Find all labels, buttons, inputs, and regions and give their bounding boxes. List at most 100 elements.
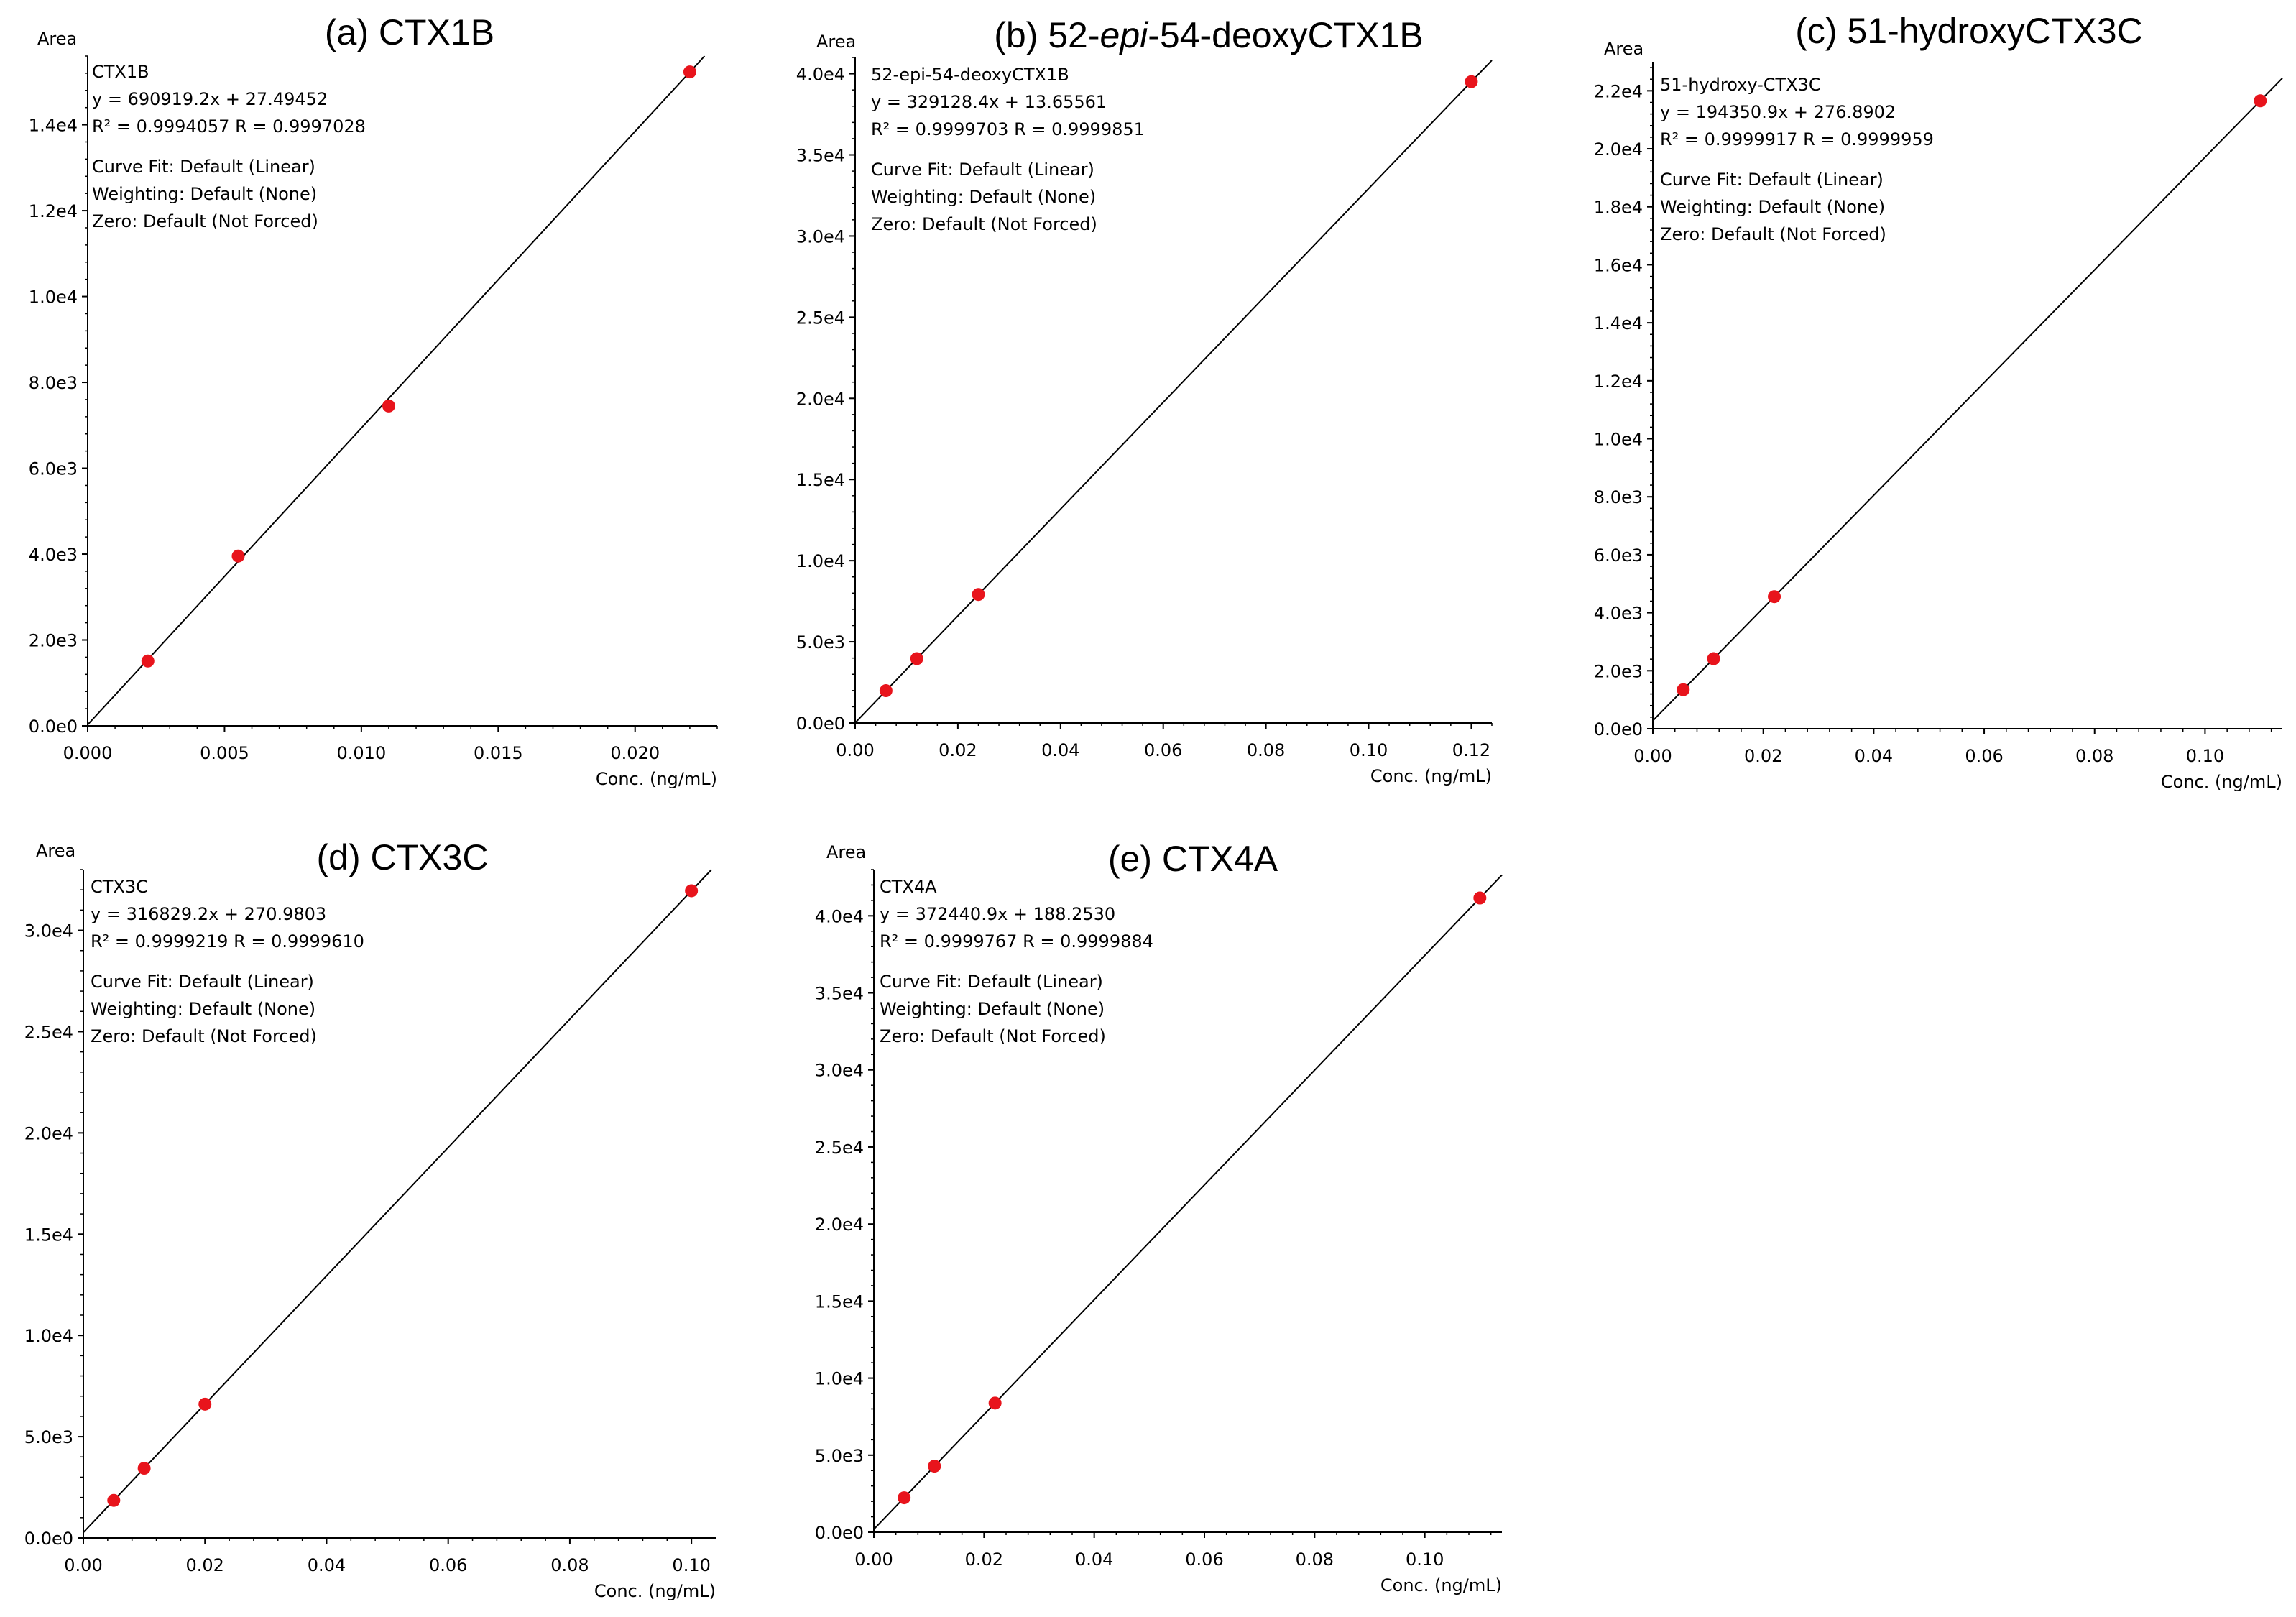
- y-tick-label: 4.0e3: [29, 545, 78, 565]
- chart-title-text: CTX3C: [371, 837, 489, 877]
- x-tick-label: 0.04: [308, 1555, 346, 1575]
- chart-title: (a) CTX1B: [325, 12, 494, 52]
- x-tick-label: 0.06: [1185, 1549, 1223, 1570]
- annotation-line: 52-epi-54-deoxyCTX1B: [871, 65, 1069, 85]
- regression-line: [854, 60, 1493, 724]
- y-tick-label: 1.0e4: [796, 551, 845, 571]
- annotation-line: 51-hydroxy-CTX3C: [1660, 75, 1821, 95]
- y-tick-label: 3.5e4: [796, 146, 845, 166]
- annotation-line: Zero: Default (Not Forced): [91, 1026, 317, 1046]
- x-tick-label: 0.08: [1296, 1549, 1334, 1570]
- x-axis-label: Conc. (ng/mL): [594, 1581, 716, 1601]
- y-tick-label: 1.2e4: [29, 201, 78, 221]
- y-tick-label: 2.0e3: [29, 631, 78, 651]
- y-tick-label: 2.0e4: [24, 1123, 73, 1143]
- y-tick-label: 8.0e3: [1594, 487, 1643, 507]
- data-point: [1677, 683, 1690, 696]
- y-tick-label: 2.0e3: [1594, 661, 1643, 681]
- data-point: [683, 65, 696, 79]
- chart-title: (e) CTX4A: [1108, 839, 1278, 879]
- y-tick-label: 2.5e4: [815, 1138, 864, 1158]
- y-tick-label: 3.0e4: [24, 921, 73, 941]
- y-tick-label: 1.8e4: [1594, 198, 1643, 218]
- x-tick-label: 0.005: [200, 743, 249, 763]
- y-tick-label: 0.0e0: [815, 1523, 864, 1543]
- chart-title-text: CTX4A: [1162, 839, 1278, 879]
- y-tick-label: 0.0e0: [24, 1529, 73, 1549]
- y-tick-label: 4.0e4: [815, 906, 864, 926]
- y-tick-label: 6.0e3: [29, 459, 78, 479]
- annotation-line: CTX4A: [880, 877, 937, 897]
- y-tick-label: 2.0e4: [796, 389, 845, 409]
- x-tick-label: 0.06: [429, 1555, 467, 1575]
- y-tick-label: 3.5e4: [815, 984, 864, 1004]
- chart-panel-0: (a) CTX1B Area Conc. (ng/mL) 0.0e0 2.0e3 4.0e…: [29, 12, 718, 789]
- x-tick-label: 0.10: [1406, 1549, 1444, 1570]
- y-tick-label: 0.0e0: [29, 717, 78, 737]
- x-tick-label: 0.08: [2075, 746, 2113, 766]
- data-point: [2254, 94, 2267, 108]
- y-tick-label: 0.0e0: [1594, 719, 1643, 740]
- annotation-line: Curve Fit: Default (Linear): [91, 972, 314, 992]
- chart-title: (d) CTX3C: [317, 837, 489, 877]
- x-tick-label: 0.08: [550, 1555, 589, 1575]
- annotation-line: R² = 0.9999703 R = 0.9999851: [871, 119, 1145, 139]
- annotation-line: R² = 0.9999767 R = 0.9999884: [880, 931, 1153, 952]
- x-tick-label: 0.00: [836, 740, 874, 760]
- annotation-line: Zero: Default (Not Forced): [880, 1026, 1106, 1046]
- x-tick-label: 0.10: [1350, 740, 1388, 760]
- chart-title-text: CTX1B: [379, 12, 494, 52]
- data-point: [1465, 75, 1478, 88]
- data-point: [141, 654, 155, 668]
- y-tick-label: 5.0e3: [796, 632, 845, 653]
- y-tick-label: 3.0e4: [815, 1061, 864, 1081]
- x-tick-label: 0.12: [1452, 740, 1490, 760]
- data-point: [972, 588, 985, 602]
- annotation-line: Weighting: Default (None): [871, 187, 1096, 207]
- annotation-line: Zero: Default (Not Forced): [92, 211, 318, 231]
- x-tick-label: 0.00: [1633, 746, 1672, 766]
- x-tick-label: 0.06: [1144, 740, 1182, 760]
- data-point: [1707, 652, 1720, 665]
- x-axis-label: Conc. (ng/mL): [1370, 766, 1492, 786]
- chart-panel-2: (c) 51-hydroxyCTX3C Area Conc. (ng/mL) 0.0e…: [1594, 11, 2283, 792]
- annotation-line: R² = 0.9994057 R = 0.9997028: [92, 116, 366, 137]
- y-tick-label: 1.5e4: [24, 1225, 73, 1245]
- annotation-line: y = 316829.2x + 270.9803: [91, 904, 326, 924]
- y-axis-label: Area: [1604, 39, 1643, 59]
- y-tick-label: 0.0e0: [796, 714, 845, 734]
- data-point: [107, 1493, 121, 1507]
- x-tick-label: 0.04: [1075, 1549, 1113, 1570]
- chart-panel-label: (d): [317, 837, 371, 877]
- annotation-line: Weighting: Default (None): [880, 999, 1105, 1019]
- chart-title-text: 52-: [1048, 15, 1099, 55]
- annotation-line: CTX3C: [91, 877, 148, 897]
- y-tick-label: 1.6e4: [1594, 255, 1643, 275]
- annotation-line: Curve Fit: Default (Linear): [880, 972, 1103, 992]
- chart-panel-label: (e): [1108, 839, 1162, 879]
- y-tick-label: 4.0e3: [1594, 604, 1643, 624]
- x-tick-label: 0.04: [1855, 746, 1893, 766]
- chart-title: (b) 52-epi-54-deoxyCTX1B: [994, 15, 1424, 55]
- data-point: [231, 549, 245, 563]
- data-point: [137, 1462, 151, 1475]
- y-tick-label: 2.2e4: [1594, 81, 1643, 101]
- regression-line: [873, 874, 1503, 1530]
- annotation-line: Weighting: Default (None): [92, 184, 317, 204]
- x-tick-label: 0.06: [1965, 746, 2003, 766]
- chart-title-rest: -54-deoxyCTX1B: [1148, 15, 1424, 55]
- data-point: [898, 1491, 911, 1505]
- data-point: [988, 1396, 1002, 1410]
- chart-title: (c) 51-hydroxyCTX3C: [1795, 11, 2142, 51]
- annotation-line: Curve Fit: Default (Linear): [871, 160, 1094, 180]
- y-tick-label: 2.0e4: [1594, 139, 1643, 160]
- data-point: [879, 684, 893, 698]
- x-tick-label: 0.00: [854, 1549, 893, 1570]
- x-tick-label: 0.02: [965, 1549, 1003, 1570]
- y-tick-label: 2.5e4: [796, 308, 845, 328]
- chart-panel-1: (b) 52-epi-54-deoxyCTX1B Area Conc. (ng/mL…: [796, 15, 1493, 786]
- data-point: [1473, 891, 1487, 905]
- y-tick-label: 1.0e4: [815, 1369, 864, 1389]
- y-axis-label: Area: [816, 32, 856, 52]
